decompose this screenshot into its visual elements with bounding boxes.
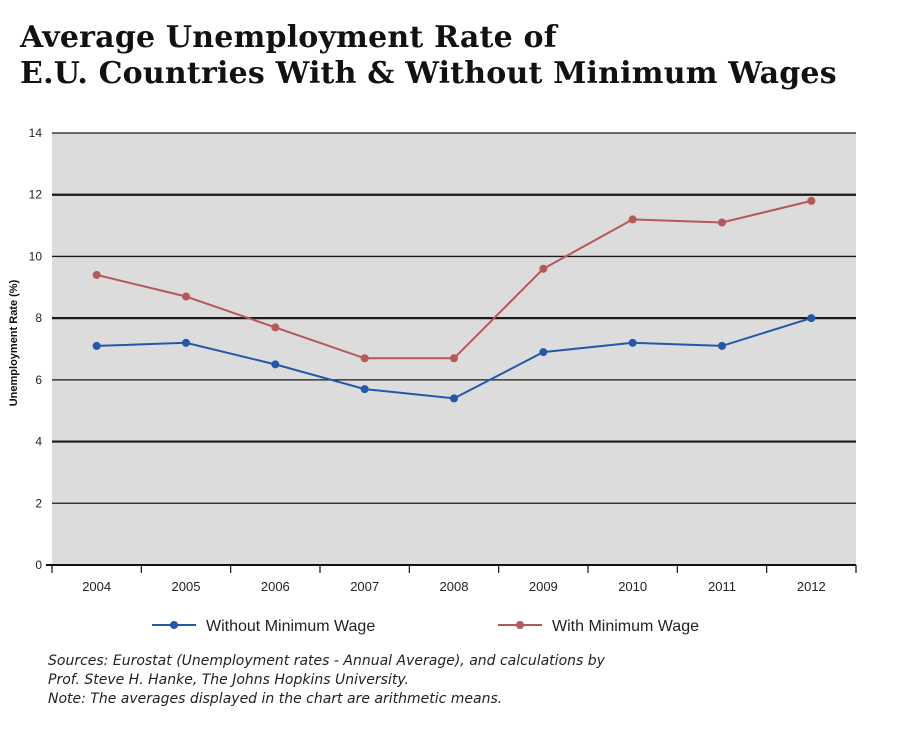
series-1-point xyxy=(450,394,458,403)
legend: Without Minimum Wage With Minimum Wage xyxy=(152,618,699,635)
note-line: Note: The averages displayed in the char… xyxy=(48,691,503,707)
x-tick-label: 2005 xyxy=(172,579,201,594)
series-1-point xyxy=(182,338,190,347)
x-tick-label: 2010 xyxy=(618,579,647,594)
series-1-point xyxy=(360,385,369,394)
y-tick-label: 8 xyxy=(35,311,42,325)
series-2-point xyxy=(182,292,190,301)
y-tick-label: 12 xyxy=(29,188,43,202)
plot-area xyxy=(52,133,856,565)
chart-title-line-2: E.U. Countries With & Without Minimum Wa… xyxy=(20,56,837,91)
y-axis-label: Unemployment Rate (%) xyxy=(8,279,20,406)
series-2-point xyxy=(450,354,458,363)
legend-marker-1 xyxy=(170,621,178,629)
y-tick-label: 14 xyxy=(29,126,43,140)
chart-title: Average Unemployment Rate of E.U. Countr… xyxy=(20,20,880,92)
gridlines xyxy=(52,132,856,504)
x-tick-label: 2011 xyxy=(708,579,736,594)
chart-title-line-1: Average Unemployment Rate of xyxy=(20,20,557,55)
y-axis-ticks: 0 2 4 6 8 10 12 14 xyxy=(29,126,43,572)
series-1-point xyxy=(718,341,726,350)
series-1-point xyxy=(807,314,816,323)
series-2-point xyxy=(718,218,726,227)
series-2-point xyxy=(360,354,369,363)
x-tick-label: 2007 xyxy=(350,579,379,594)
x-tick-label: 2006 xyxy=(261,579,290,594)
y-tick-label: 0 xyxy=(35,558,42,572)
series-1-point xyxy=(628,338,637,347)
y-tick-label: 4 xyxy=(35,435,42,449)
series-1-point xyxy=(539,348,548,357)
series-1-point xyxy=(92,341,101,350)
y-tick-label: 10 xyxy=(29,249,43,263)
source-note-line-2: Prof. Steve H. Hanke, The Johns Hopkins … xyxy=(48,672,409,688)
series-1-point xyxy=(271,360,280,369)
y-tick-label: 2 xyxy=(35,496,42,510)
line-chart: 0 2 4 6 8 10 12 14 2004 2005 2006 2007 2008 2009 2010… xyxy=(8,126,857,635)
source-note-line-1: Sources: Eurostat (Unemployment rates - … xyxy=(48,653,605,669)
legend-label-1: Without Minimum Wage xyxy=(206,618,375,635)
series-2-point xyxy=(92,270,101,279)
source-notes: Sources: Eurostat (Unemployment rates - … xyxy=(48,652,868,709)
y-tick-label: 6 xyxy=(35,373,42,387)
series-group xyxy=(92,196,816,403)
y-axis-label-group: Unemployment Rate (%) xyxy=(8,279,20,406)
x-tick-label: 2008 xyxy=(440,579,469,594)
series-2-point xyxy=(807,196,816,205)
x-axis: 2004 2005 2006 2007 2008 2009 2010 2011 2012 xyxy=(46,564,857,594)
legend-label-2: With Minimum Wage xyxy=(552,618,699,635)
legend-marker-2 xyxy=(516,621,524,629)
series-2-point xyxy=(539,264,548,273)
x-tick-label: 2004 xyxy=(82,579,111,594)
x-tick-label: 2009 xyxy=(529,579,558,594)
series-2-point xyxy=(628,215,637,224)
plot-background xyxy=(52,133,856,565)
series-2-point xyxy=(271,323,280,332)
x-tick-label: 2012 xyxy=(797,579,826,594)
